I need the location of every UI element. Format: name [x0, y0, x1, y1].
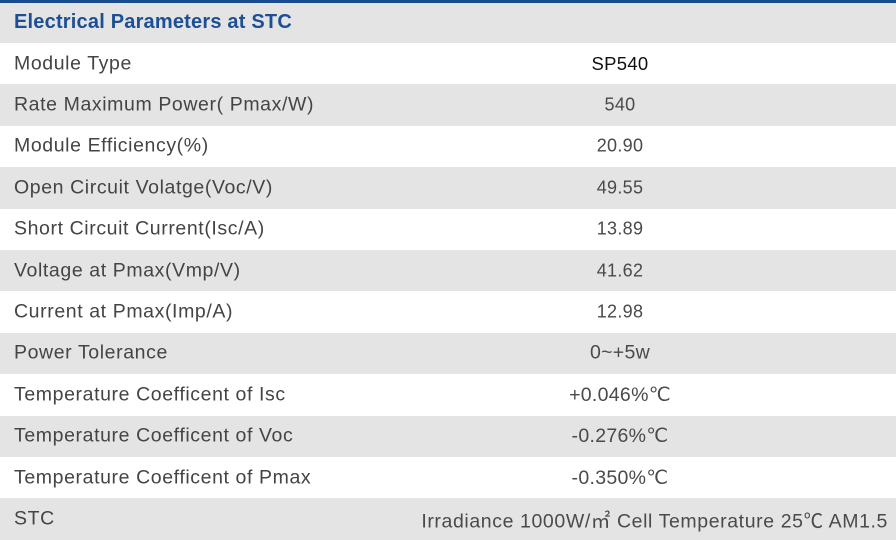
table-row-power-tolerance: Power Tolerance 0~+5w [0, 332, 896, 375]
table-row-voltage-at-pmax: Voltage at Pmax(Vmp/V) 41.62 [0, 249, 896, 292]
row-label: Module Efficiency(%) [14, 134, 209, 157]
row-label: Temperature Coefficent of Pmax [14, 466, 312, 489]
row-value: -0.350%℃ [571, 466, 669, 489]
table-row-current-at-pmax: Current at Pmax(Imp/A) 12.98 [0, 291, 896, 333]
row-value: 0~+5w [589, 341, 651, 364]
row-label: Voltage at Pmax(Vmp/V) [14, 259, 241, 282]
table-row-temp-coeff-pmax: Temperature Coefficent of Pmax -0.350%℃ [0, 456, 896, 499]
row-label: Temperature Coefficent of Voc [14, 424, 294, 447]
table-row-stc: STC Irradiance 1000W/㎡ Cell Temperature … [0, 498, 896, 540]
row-label: Module Type [14, 52, 132, 75]
table-row-temp-coeff-voc: Temperature Coefficent of Voc -0.276%℃ [0, 415, 896, 457]
row-value: 20.90 [596, 135, 644, 156]
row-value: +0.046%℃ [569, 383, 671, 406]
row-value: SP540 [591, 52, 649, 74]
row-label: Current at Pmax(Imp/A) [14, 300, 234, 323]
row-value: 41.62 [596, 260, 644, 281]
table-title: Electrical Parameters at STC [14, 11, 292, 33]
row-value: 13.89 [596, 218, 644, 239]
row-value: 49.55 [596, 177, 644, 198]
row-label: STC [14, 507, 55, 530]
row-value: Irradiance 1000W/㎡ Cell Temperature 25℃ … [421, 510, 888, 533]
table-row-temp-coeff-isc: Temperature Coefficent of Isc +0.046%℃ [0, 374, 896, 416]
row-label: Short Circuit Current(Isc/A) [14, 217, 265, 240]
table-header: Electrical Parameters at STC [0, 3, 896, 43]
row-label: Temperature Coefficent of Isc [14, 383, 286, 406]
row-value: 12.98 [596, 301, 644, 322]
table-row-short-circuit-current: Short Circuit Current(Isc/A) 13.89 [0, 208, 896, 250]
row-value: 540 [604, 94, 636, 115]
row-label: Power Tolerance [14, 341, 168, 364]
table-row-module-efficiency: Module Efficiency(%) 20.90 [0, 125, 896, 168]
row-value: -0.276%℃ [571, 425, 669, 448]
row-label: Open Circuit Volatge(Voc/V) [14, 176, 273, 199]
header-top-rule [0, 0, 896, 3]
table-row-max-power: Rate Maximum Power( Pmax/W) 540 [0, 84, 896, 126]
electrical-parameters-table: Electrical Parameters at STC Module Type… [0, 3, 896, 540]
table-row-open-circuit-voltage: Open Circuit Volatge(Voc/V) 49.55 [0, 167, 896, 209]
row-label: Rate Maximum Power( Pmax/W) [14, 93, 315, 116]
table-row-module-type: Module Type SP540 [0, 43, 896, 85]
